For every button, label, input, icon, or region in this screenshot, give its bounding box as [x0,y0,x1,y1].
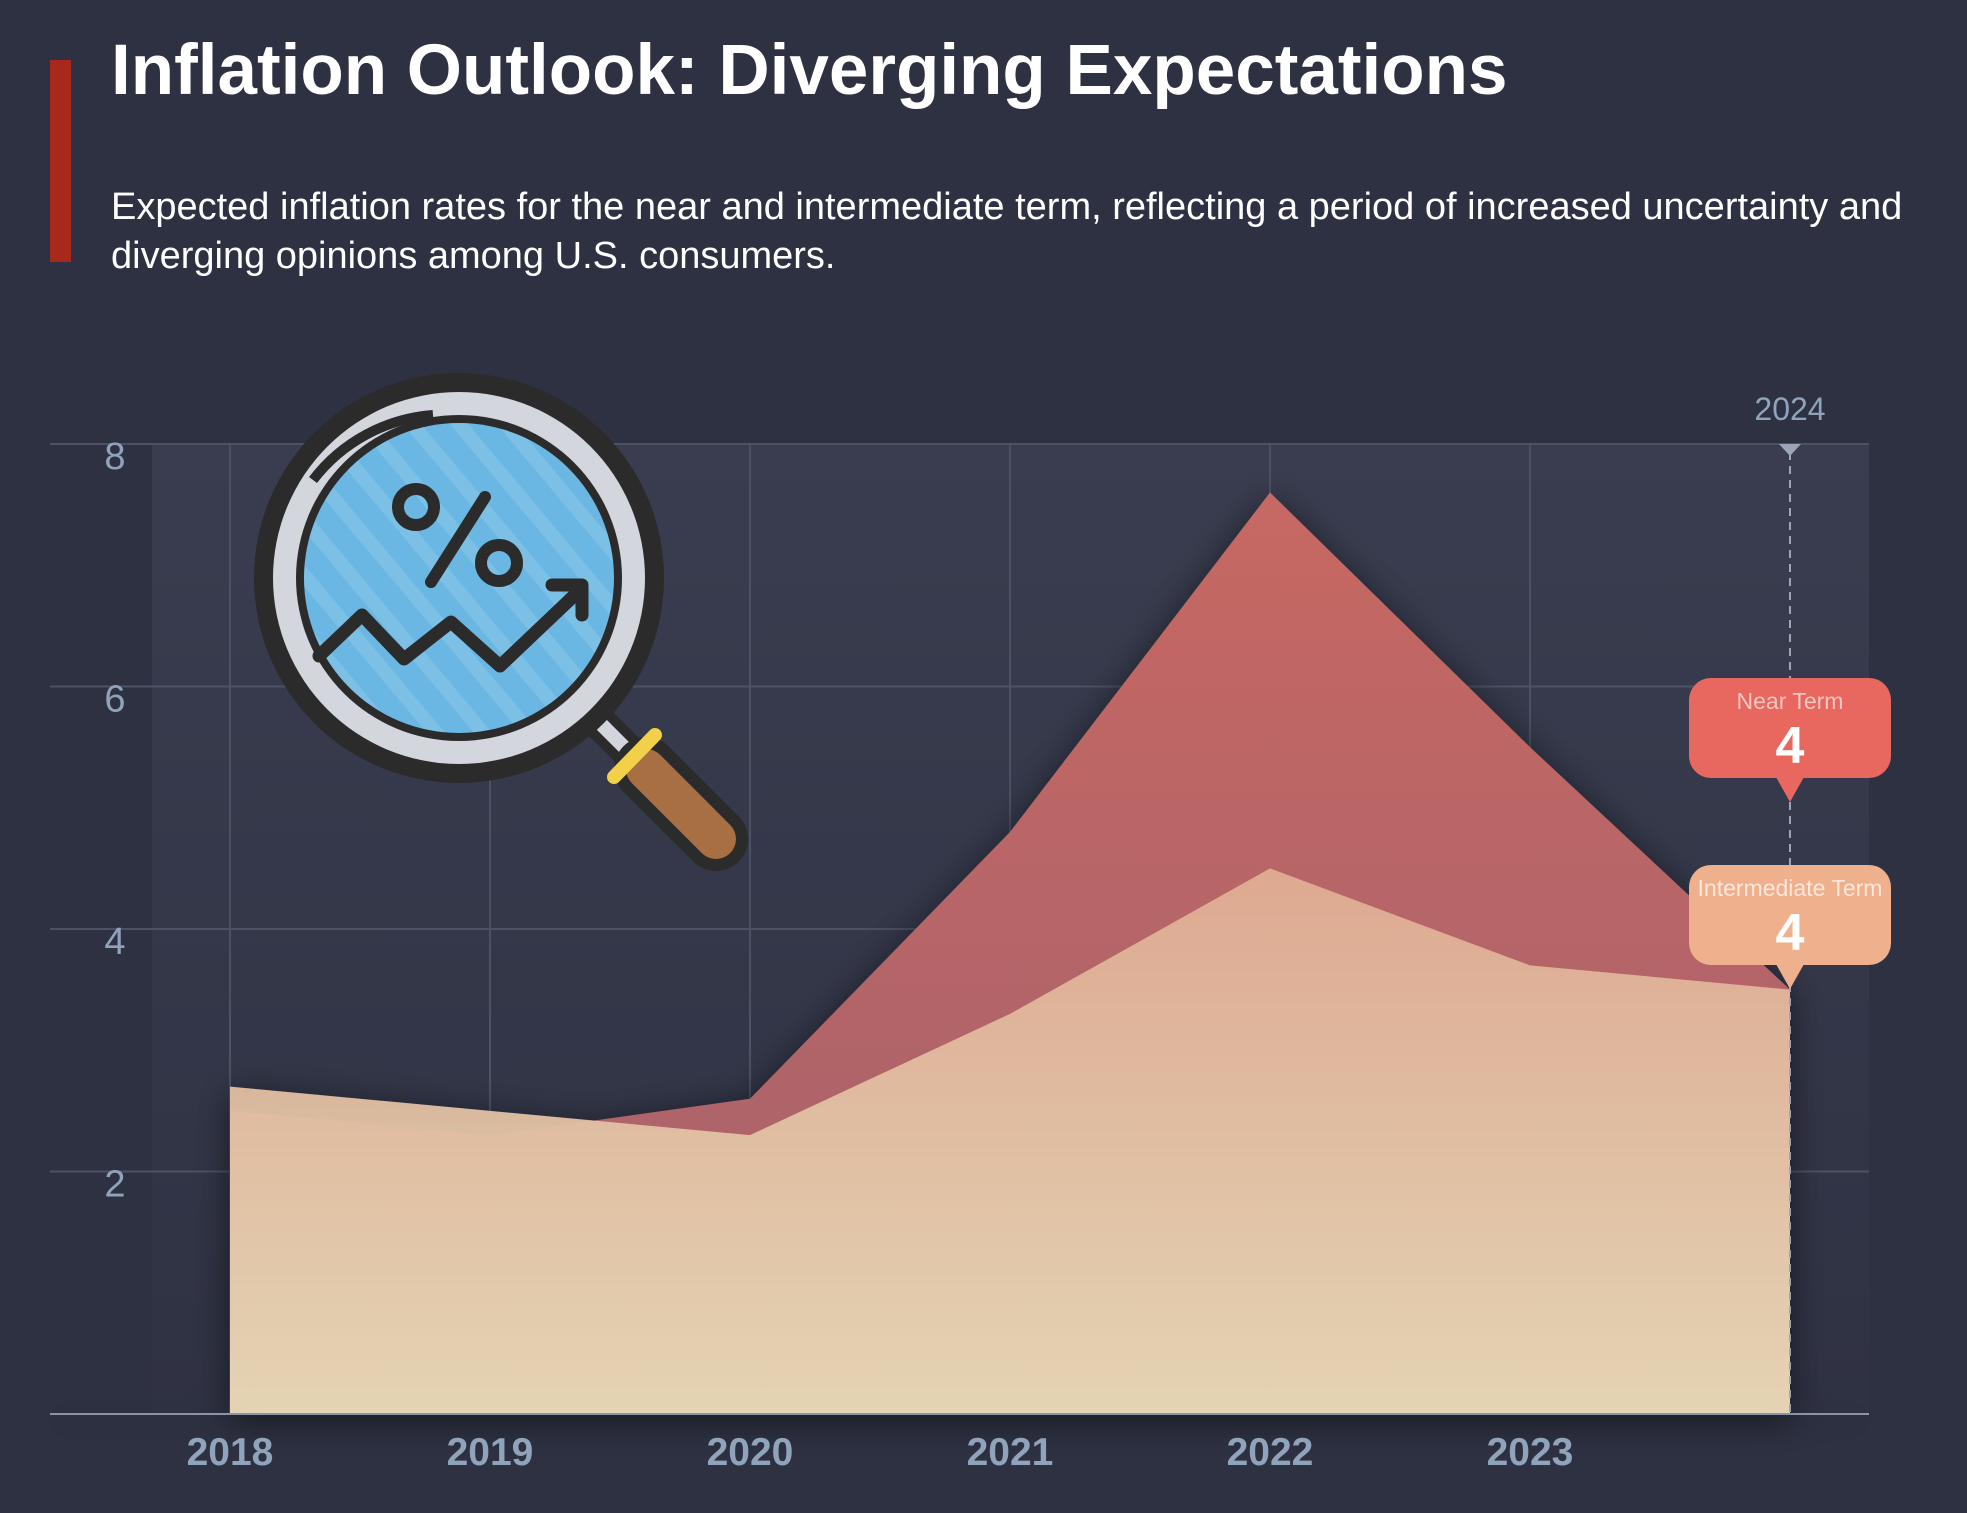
y-tick-4: 4 [104,921,125,963]
callout-pointer [1776,777,1804,802]
x-tick-2023: 2023 [1487,1431,1574,1474]
y-tick-8: 8 [104,436,125,478]
callout-near-term: Near Term 4 [1689,678,1891,802]
callout-intermediate-term: Intermediate Term 4 [1689,865,1891,989]
title-accent-bar [50,60,71,262]
x-tick-2018: 2018 [187,1431,274,1474]
x-tick-2020: 2020 [707,1431,794,1474]
axis-labels: 2 4 6 8 2018 2019 2020 2021 2022 2023 [104,436,1573,1474]
area-series [50,492,1869,1415]
callout-value: 4 [1776,904,1805,962]
marker-triangle [1779,444,1801,456]
page-title: Inflation Outlook: Diverging Expectation… [111,31,1508,110]
y-tick-6: 6 [104,679,125,721]
magnifying-glass-percent-trend-icon [254,373,748,871]
callout-box [1689,678,1891,778]
x-tick-2022: 2022 [1227,1431,1314,1474]
x-tick-2021: 2021 [967,1431,1054,1474]
marker-year-label: 2024 [1754,391,1825,427]
callout-pointer [1776,964,1804,989]
callout-series-name: Near Term [1737,688,1844,714]
callout-box [1689,865,1891,965]
page-subtitle: Expected inflation rates for the near an… [111,186,1903,277]
callout-series-name: Intermediate Term [1698,875,1883,901]
value-callouts: Near Term 4 Intermediate Term 4 [1689,678,1891,989]
callout-value: 4 [1776,717,1805,775]
y-tick-2: 2 [104,1164,125,1206]
area-intermediate-term [230,868,1790,1414]
x-tick-2019: 2019 [447,1431,534,1474]
